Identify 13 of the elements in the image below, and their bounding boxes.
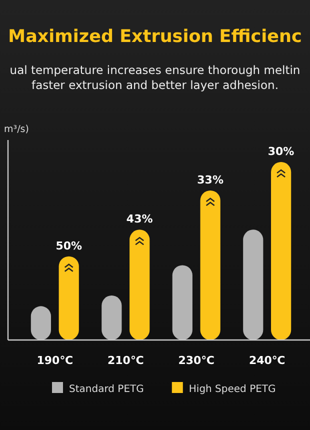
- annotation: 30%: [268, 145, 294, 158]
- chart-subtitle: ual temperature increases ensure thorough meltin faster extrusion and better layer adhesion.: [10, 63, 300, 92]
- legend-label: Standard PETG: [69, 384, 144, 395]
- x-tick-label: 240℃: [248, 354, 286, 367]
- chart-title: Maximized Extrusion Efficienc: [8, 27, 302, 47]
- x-tick-label: 230℃: [178, 354, 215, 367]
- x-tick-label: 190℃: [36, 354, 74, 367]
- annotation: 50%: [56, 239, 82, 252]
- legend-label: High Speed PETG: [188, 384, 276, 395]
- annotation: 33%: [197, 173, 224, 186]
- annotation: 43%: [126, 212, 153, 226]
- text: m³/s): [4, 124, 29, 135]
- x-tick-label: 210℃: [107, 354, 144, 367]
